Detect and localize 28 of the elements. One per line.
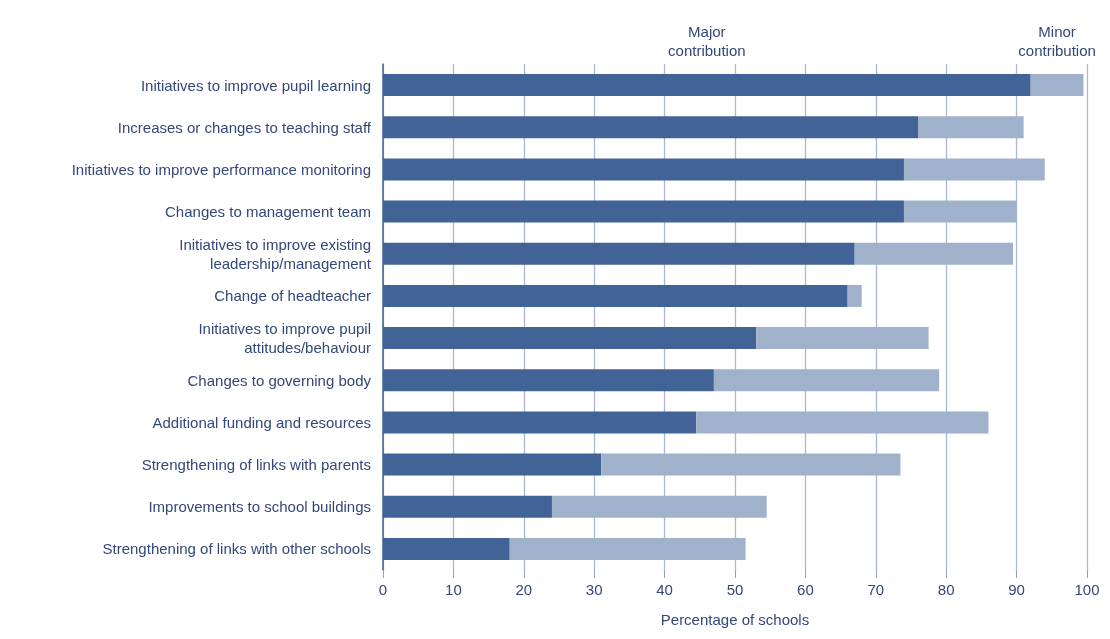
x-tick-label: 80 bbox=[937, 581, 955, 598]
y-tick-label: Initiatives to improve pupil attitudes/behaviour bbox=[198, 320, 371, 357]
y-tick-label: Changes to governing body bbox=[187, 371, 372, 389]
x-tick-label: 10 bbox=[445, 581, 462, 598]
x-tick-label: 90 bbox=[1008, 581, 1025, 598]
y-tick-label: Increases or changes to teaching staff bbox=[117, 118, 372, 136]
bar bbox=[847, 284, 862, 307]
x-axis-title: Percentage of schools bbox=[660, 611, 810, 628]
bar bbox=[1030, 74, 1084, 97]
y-tick-label: Initiatives to improve performance monitoring bbox=[71, 160, 371, 178]
x-tick-label: 100 bbox=[1074, 581, 1100, 598]
x-tick-label: 50 bbox=[726, 581, 744, 598]
x-tick-label: 60 bbox=[797, 581, 814, 598]
y-tick-label: Improvements to school buildings bbox=[148, 498, 371, 516]
x-tick-label: 40 bbox=[656, 581, 673, 598]
x-tick-label: 30 bbox=[585, 581, 603, 598]
y-tick-label: Changes to management team bbox=[165, 203, 371, 221]
x-tick-label: 20 bbox=[515, 581, 533, 598]
y-tick-label: Strengthening of links with parents bbox=[141, 456, 371, 474]
y-tick-label: Strengthening of links with other schools bbox=[102, 540, 371, 558]
series-label: Minor contribution bbox=[1018, 23, 1096, 60]
x-tick-label: 0 bbox=[378, 581, 388, 598]
x-tick-label: 70 bbox=[867, 581, 885, 598]
y-tick-label: Initiatives to improve existing leadership/management bbox=[179, 235, 372, 272]
series-label: Major contribution bbox=[668, 23, 746, 60]
y-tick-label: Change of headteacher bbox=[214, 287, 371, 305]
y-tick-label: Additional funding and resources bbox=[152, 413, 371, 431]
y-tick-label: Initiatives to improve pupil learning bbox=[140, 76, 371, 94]
